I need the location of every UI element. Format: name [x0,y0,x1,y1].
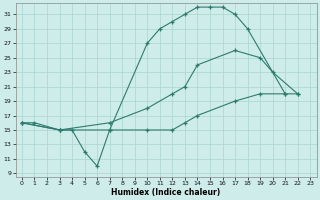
X-axis label: Humidex (Indice chaleur): Humidex (Indice chaleur) [111,188,221,197]
